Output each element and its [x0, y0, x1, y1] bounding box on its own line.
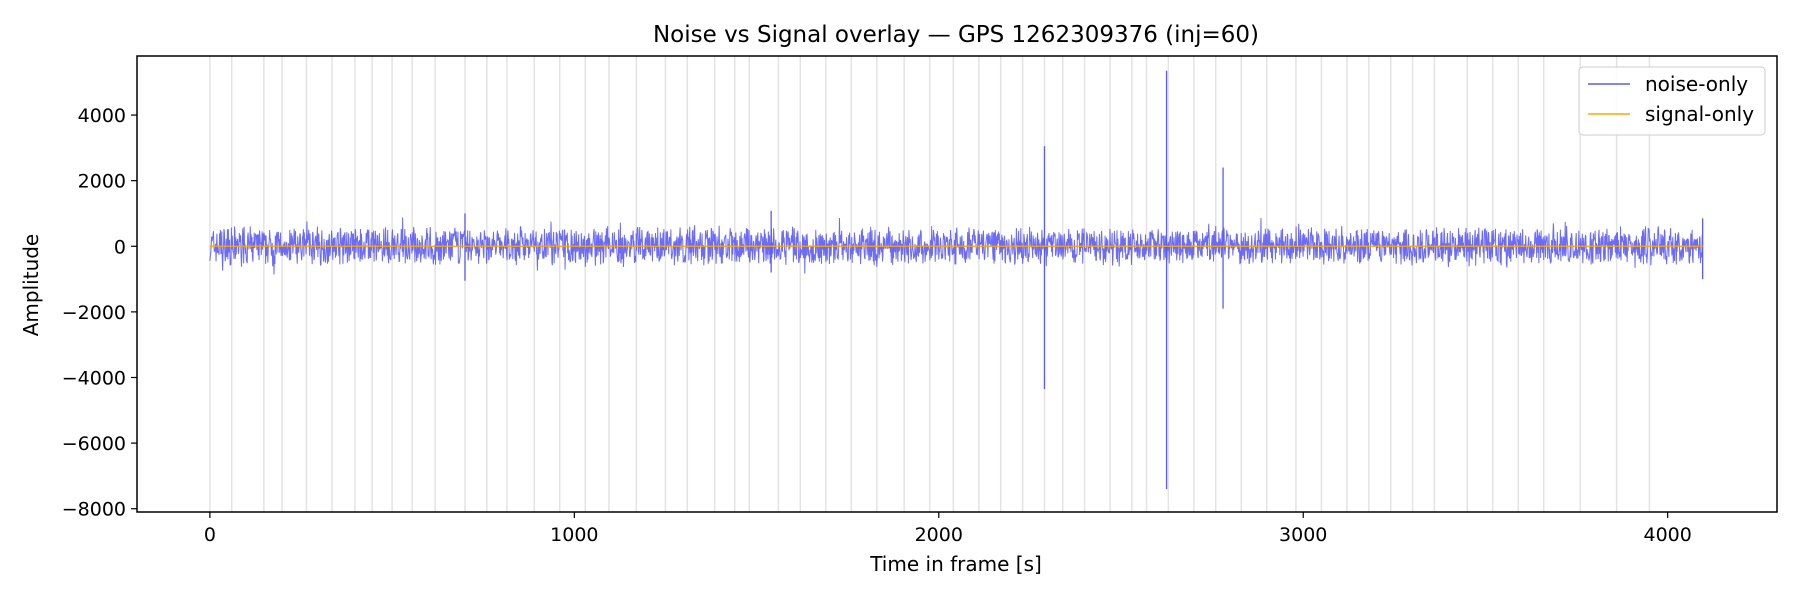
y-tick-label-5: 2000 [78, 171, 126, 193]
noise-only-line [209, 217, 1704, 275]
x-tick-label-4: 4000 [1643, 524, 1691, 546]
y-axis: −8000 −6000 −4000 −2000 0 2000 4000 [62, 105, 137, 521]
legend: noise-only signal-only [1578, 66, 1766, 136]
x-tick-label-0: 0 [204, 524, 216, 546]
y-axis-label: Amplitude [19, 234, 43, 337]
chart-title: Noise vs Signal overlay — GPS 1262309376… [653, 22, 1259, 48]
y-tick-label-1: −6000 [62, 433, 126, 455]
y-tick-label-4: 0 [114, 236, 126, 258]
x-axis: 0 1000 2000 3000 4000 [204, 512, 1692, 546]
noise-only-series [209, 70, 1704, 490]
x-tick-label-3: 3000 [1279, 524, 1327, 546]
injection-markers [209, 56, 1651, 512]
legend-label-noise-only: noise-only [1645, 72, 1748, 96]
y-tick-label-2: −4000 [62, 367, 126, 389]
legend-label-signal-only: signal-only [1645, 102, 1754, 126]
x-tick-label-2: 2000 [915, 524, 963, 546]
y-tick-label-6: 4000 [78, 105, 126, 127]
x-axis-label: Time in frame [s] [869, 552, 1042, 576]
x-tick-label-1: 1000 [550, 524, 598, 546]
y-tick-label-0: −8000 [62, 499, 126, 521]
y-tick-label-3: −2000 [62, 302, 126, 324]
plot-frame [136, 55, 1778, 513]
